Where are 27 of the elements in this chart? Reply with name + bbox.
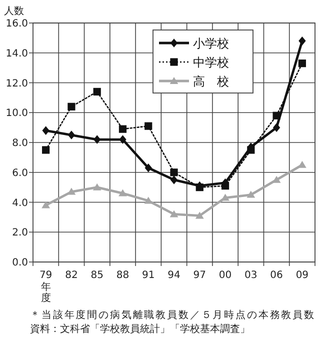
x-axis-title: 年度 xyxy=(40,281,51,304)
legend-label: 小学校 xyxy=(193,36,229,50)
x-tick-label: 06 xyxy=(270,270,283,281)
x-tick-label: 85 xyxy=(90,270,104,281)
text: ＊当該年度間の病気離職教員数／５月時点の本務教員数 xyxy=(30,309,314,321)
y-tick-label: 8.0 xyxy=(12,138,28,149)
x-tick-label: 88 xyxy=(116,270,130,281)
legend-label: 高 校 xyxy=(193,74,229,88)
y-tick-label: 10.0 xyxy=(6,108,28,120)
x-tick-label: 09 xyxy=(296,270,309,281)
x-tick-label: 97 xyxy=(193,270,206,281)
y-tick-label: 16.0 xyxy=(6,18,28,30)
y-tick-label: 4.0 xyxy=(12,198,28,209)
text: 資料：文科省「学校教員統計」「学校基本調査」 xyxy=(30,323,250,335)
y-tick-label: 12.0 xyxy=(6,78,28,90)
x-tick-label: 00 xyxy=(218,270,232,281)
x-tick-label: 03 xyxy=(244,270,258,281)
y-tick-label: 14.0 xyxy=(6,48,28,60)
x-tick-label: 82 xyxy=(65,270,78,281)
legend-label: 中学校 xyxy=(193,56,229,70)
y-axis-title: 人数 xyxy=(4,6,24,17)
x-tick-label: 79 xyxy=(39,270,52,281)
y-tick-label: 6.0 xyxy=(12,168,28,179)
x-tick-label: 94 xyxy=(168,270,180,281)
y-tick-label: 2.0 xyxy=(12,228,28,239)
x-tick-label: 91 xyxy=(142,270,155,281)
y-tick-label: 0.0 xyxy=(12,258,28,268)
